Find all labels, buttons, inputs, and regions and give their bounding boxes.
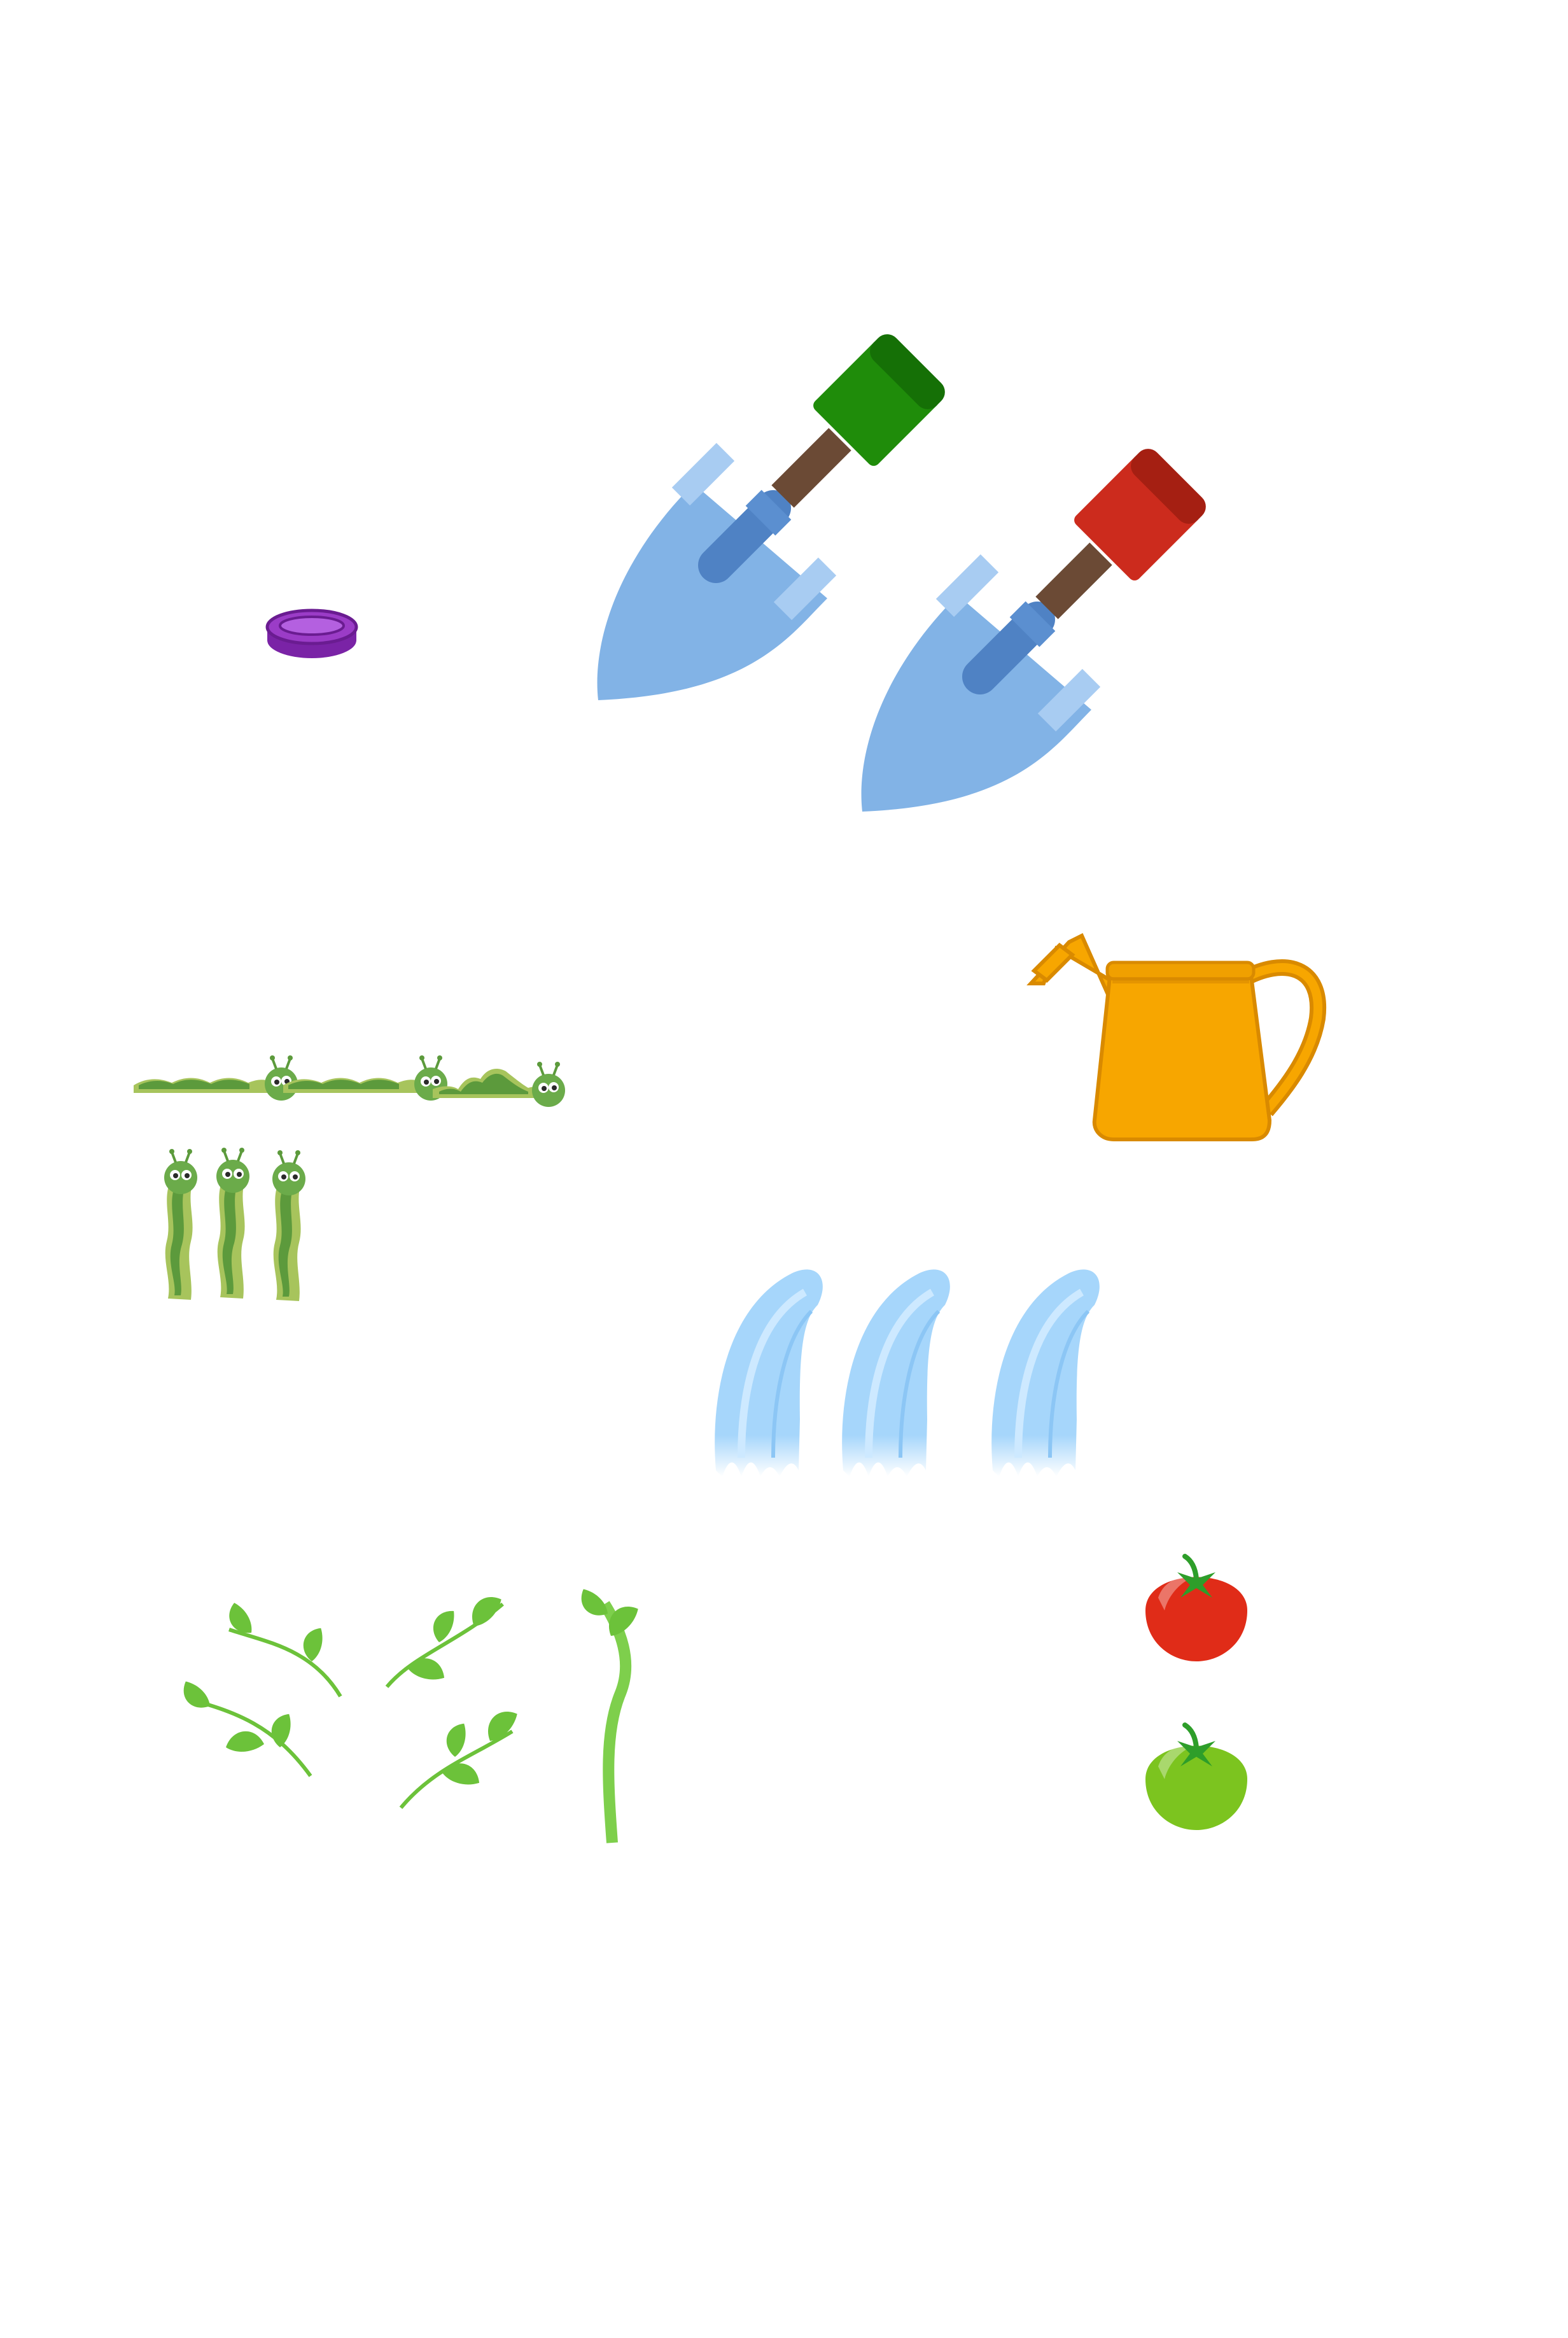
caterpillar-vertical-frames [163,1146,307,1302]
water-splash-icon [715,1269,823,1477]
vine-leaf-icon [574,1584,643,1843]
water-splash-frames [715,1269,1100,1477]
vine-leaf-icon [176,1677,312,1777]
caterpillar-icon [433,1062,565,1107]
vine-pieces [176,1584,643,1843]
vine-leaf-icon [399,1704,522,1809]
vine-leaf-icon [385,1589,507,1688]
water-splash-icon [991,1269,1100,1477]
tomato-sprites [1145,1556,1247,1830]
caterpillar-icon [215,1146,251,1300]
ripe-tomato-icon [1145,1556,1247,1661]
unripe-tomato-icon [1145,1725,1247,1830]
caterpillar-icon [163,1148,199,1301]
caterpillar-horizontal-frames [132,1054,565,1107]
garden-trowel-icon [597,334,945,700]
purple-coin-icon [265,609,358,658]
caterpillar-icon [282,1054,449,1102]
garden-trowel-icon [861,449,1206,812]
vine-leaf-icon [223,1600,342,1698]
caterpillar-icon [271,1149,307,1302]
watering-can-icon [1026,933,1327,1141]
caterpillar-icon [132,1054,299,1102]
water-splash-icon [842,1269,950,1477]
